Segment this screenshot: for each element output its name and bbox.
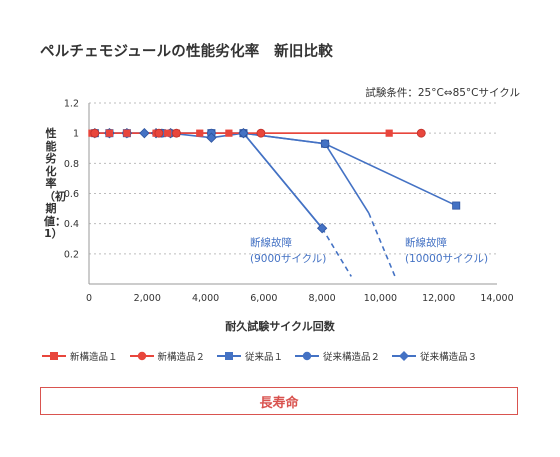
y-tick-label: 0.6 [64, 189, 79, 200]
data-point-square [385, 129, 393, 137]
test-condition: 試験条件：25°C⇔85°Cサイクル [365, 87, 520, 99]
failure-line-dashed [368, 212, 396, 277]
annotation-failure-9000: 断線故障 (9000サイクル) [250, 235, 326, 267]
series-line [94, 132, 323, 229]
data-point-square [452, 201, 461, 210]
legend-marker-circle-icon [295, 351, 320, 361]
annotation-failure-10000-line1: 断線故障 [405, 237, 447, 249]
legend-item-old-1: 従来品１ [217, 349, 283, 363]
legend-item-new-1: 新構造品１ [42, 349, 118, 363]
annotation-failure-9000-line1: 断線故障 [250, 237, 292, 249]
x-tick-label: 8,000 [309, 293, 336, 304]
legend-item-old-2: 従来構造品２ [295, 349, 380, 363]
legend-marker-square-icon [42, 352, 66, 360]
failure-line-dashed [321, 227, 352, 277]
legend-label: 従来品１ [245, 352, 284, 363]
x-tick-label: 2,000 [134, 293, 161, 304]
data-point-circle [90, 128, 100, 138]
data-point-circle [172, 128, 181, 138]
legend-label: 従来構造品３ [420, 352, 478, 363]
legend-marker-circle-icon [129, 351, 154, 361]
data-point-circle [416, 128, 426, 138]
annotation-failure-10000-line2: (10000サイクル) [405, 253, 489, 265]
legend-marker-diamond-icon [392, 351, 417, 361]
data-point-square [123, 129, 131, 137]
legend-item-new-2: 新構造品２ [129, 349, 206, 363]
data-point-square [225, 129, 233, 137]
y-tick-label: 0.4 [64, 219, 79, 230]
data-point-square [196, 129, 204, 137]
x-tick-label: 14,000 [480, 293, 513, 304]
failure-line [324, 143, 370, 214]
x-tick-label: 12,000 [422, 293, 455, 304]
data-point-diamond [206, 132, 217, 143]
y-tick-label: 1 [73, 129, 79, 140]
data-point-square [105, 129, 113, 137]
x-axis-label: 耐久試験サイクル回数 [225, 320, 335, 333]
legend-label: 新構造品２ [157, 352, 206, 363]
annotation-failure-10000: 断線故障 (10000サイクル) [405, 235, 488, 267]
y-tick-label: 0.8 [64, 159, 79, 170]
page-title: ペルチェモジュールの性能劣化率 新旧比較 [40, 44, 333, 60]
x-tick-label: 6,000 [250, 293, 277, 304]
data-point-circle [320, 139, 330, 149]
y-tick-label: 1.2 [64, 99, 79, 110]
data-point-diamond [316, 223, 328, 234]
long-life-banner: 長寿命 [40, 387, 518, 415]
durability-chart: 0.2 0.4 0.6 0.8 1 1.2 0 2,000 4,000 6,000 8,000 10,… [64, 99, 514, 305]
legend-item-old-3: 従来構造品３ [392, 349, 477, 363]
legend-label: 新構造品１ [70, 352, 118, 363]
data-point-circle [256, 128, 266, 138]
x-tick-label: 10,000 [364, 293, 397, 304]
y-tick-label: 0.2 [64, 249, 79, 260]
legend-label: 従来構造品２ [323, 352, 381, 363]
data-point-diamond [139, 128, 150, 139]
legend-marker-square-icon [217, 352, 242, 360]
series-line [94, 132, 457, 207]
x-tick-label: 0 [86, 293, 92, 304]
data-point-diamond [238, 128, 249, 139]
annotation-failure-9000-line2: (9000サイクル) [250, 253, 327, 265]
data-point-square [164, 129, 172, 137]
data-point-circle [154, 128, 164, 138]
chart-legend: 新構造品１ 新構造品２ 従来品１ 従来構造品２ 従来構造品３ [42, 349, 489, 363]
x-tick-label: 4,000 [192, 293, 219, 304]
